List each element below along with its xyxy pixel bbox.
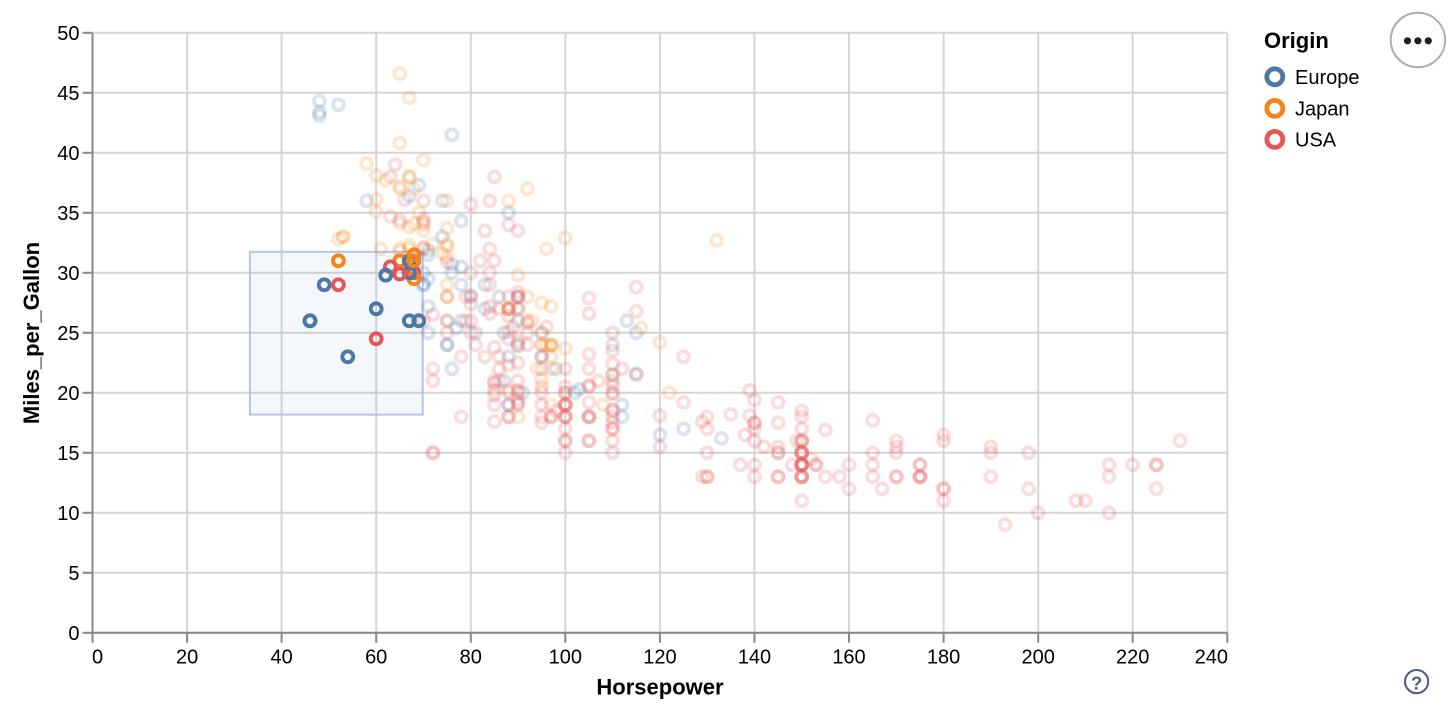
svg-text:240: 240	[1195, 647, 1228, 669]
svg-text:15: 15	[57, 443, 79, 465]
svg-text:40: 40	[270, 647, 292, 669]
svg-text:40: 40	[57, 143, 79, 165]
svg-text:Origin: Origin	[1264, 28, 1329, 53]
svg-text:180: 180	[927, 647, 960, 669]
svg-text:USA: USA	[1295, 129, 1337, 151]
svg-text:10: 10	[57, 503, 79, 525]
svg-text:5: 5	[68, 563, 79, 585]
svg-text:140: 140	[738, 647, 771, 669]
svg-text:35: 35	[57, 203, 79, 225]
svg-text:45: 45	[57, 83, 79, 105]
svg-text:Europe: Europe	[1295, 67, 1360, 89]
svg-text:60: 60	[365, 647, 387, 669]
svg-text:200: 200	[1022, 647, 1055, 669]
svg-text:25: 25	[57, 323, 79, 345]
svg-text:160: 160	[832, 647, 865, 669]
svg-text:20: 20	[57, 383, 79, 405]
svg-text:Japan: Japan	[1295, 98, 1350, 120]
svg-text:50: 50	[57, 23, 79, 45]
svg-text:?: ?	[1411, 672, 1422, 693]
svg-text:30: 30	[57, 263, 79, 285]
svg-text:0: 0	[92, 647, 103, 669]
svg-text:100: 100	[549, 647, 582, 669]
svg-text:Horsepower: Horsepower	[596, 674, 724, 699]
svg-text:220: 220	[1116, 647, 1149, 669]
svg-text:Miles_per_Gallon: Miles_per_Gallon	[19, 242, 44, 424]
svg-text:20: 20	[176, 647, 198, 669]
svg-text:80: 80	[460, 647, 482, 669]
svg-text:0: 0	[68, 623, 79, 645]
svg-text:120: 120	[643, 647, 676, 669]
